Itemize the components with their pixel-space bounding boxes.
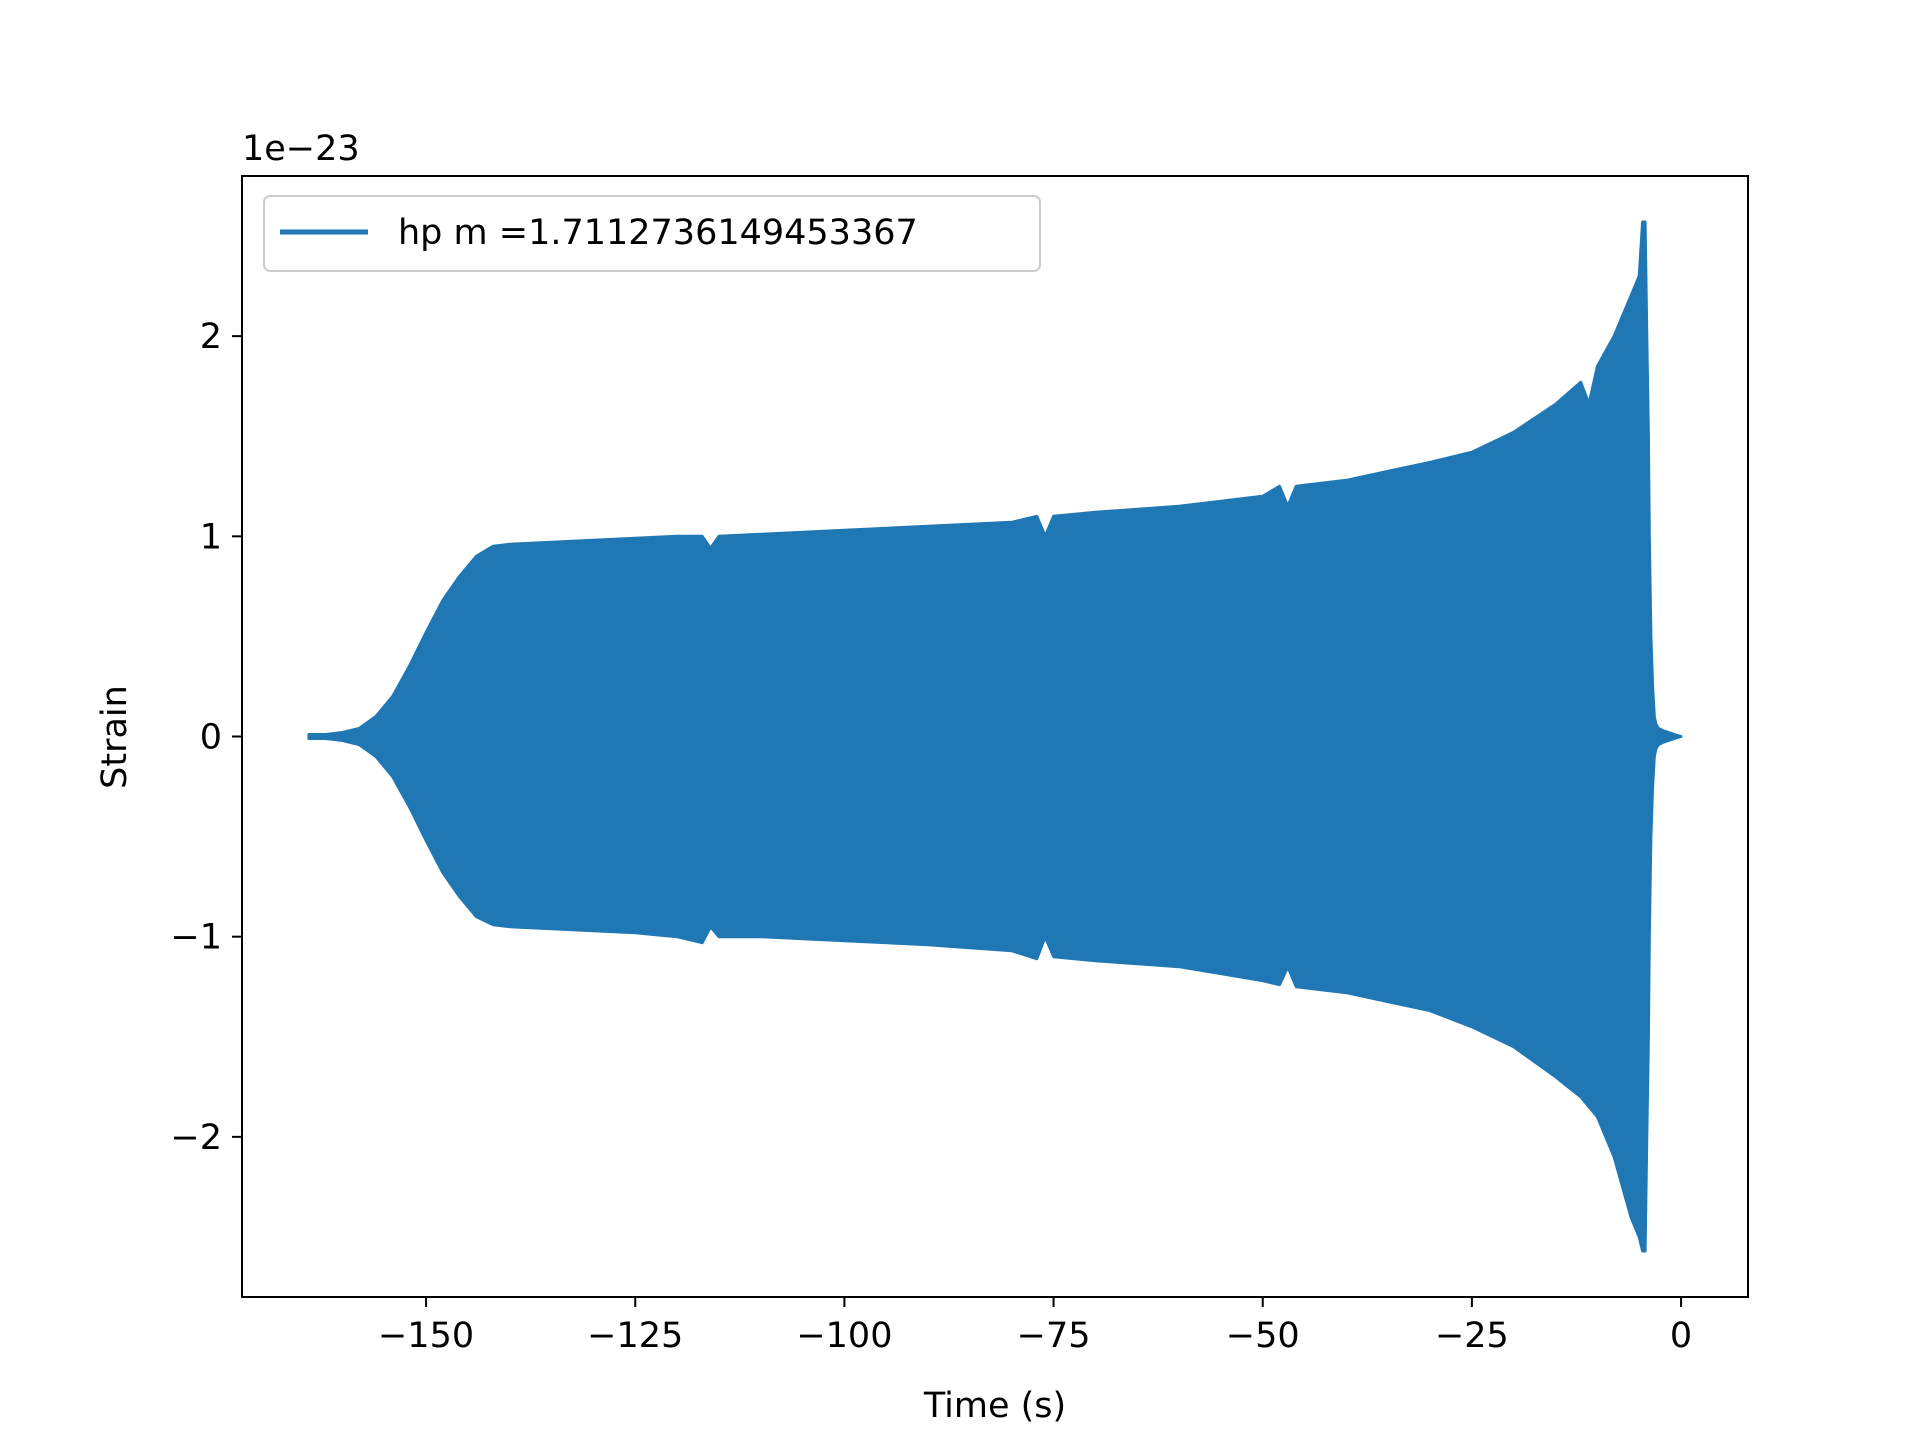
legend-box — [263, 195, 1041, 272]
x-tick-label: −50 — [1226, 1316, 1300, 1356]
legend: hp m =1.7112736149453367 — [263, 195, 1041, 272]
x-tick-label: −75 — [1017, 1316, 1091, 1356]
y-tick-label: −1 — [170, 918, 222, 958]
y-axis-label: Strain — [95, 685, 135, 789]
y-tick-label: 0 — [200, 718, 222, 758]
y-tick-label: −2 — [170, 1118, 222, 1158]
x-tick-label: −125 — [587, 1316, 683, 1356]
y-offset-label: 1e−23 — [242, 129, 360, 169]
y-tick-label: 1 — [200, 517, 222, 557]
x-tick-label: −100 — [796, 1316, 892, 1356]
legend-label: hp m =1.7112736149453367 — [398, 213, 918, 253]
x-axis-label: Time (s) — [923, 1386, 1066, 1426]
y-tick-label: 2 — [200, 317, 222, 357]
x-tick-label: −150 — [378, 1316, 474, 1356]
x-tick-label: −25 — [1435, 1316, 1509, 1356]
x-tick-label: 0 — [1670, 1316, 1692, 1356]
series-hp-waveform — [307, 220, 1683, 1253]
